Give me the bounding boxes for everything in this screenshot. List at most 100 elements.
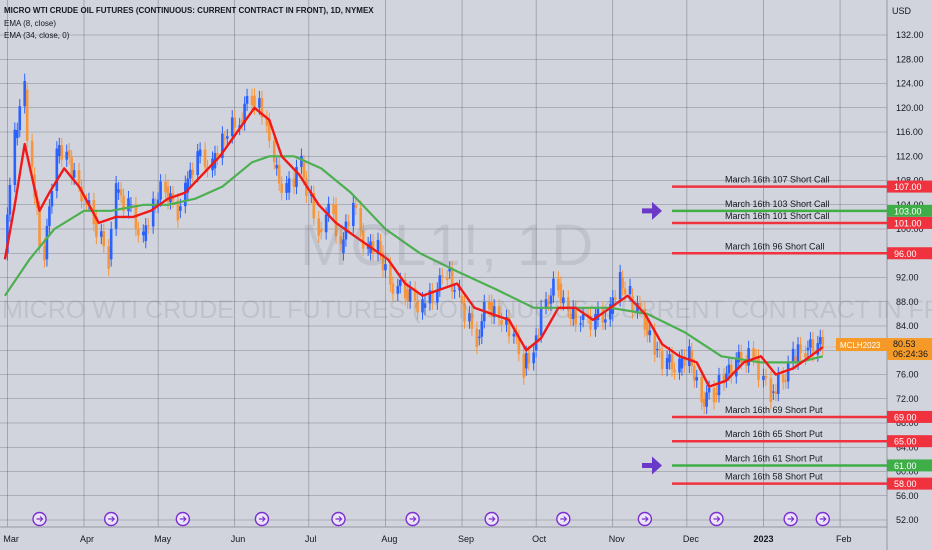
candle-body xyxy=(690,350,694,366)
candle-body xyxy=(6,214,9,254)
option-level-price-tag xyxy=(887,477,932,490)
candle-body xyxy=(253,95,256,108)
candle-body xyxy=(794,356,797,363)
candle-body xyxy=(581,314,585,320)
price-axis[interactable]: 132.00 128.00 124.00 120.00 116.00 112.00 108.… xyxy=(896,30,924,525)
event-markers[interactable] xyxy=(32,511,830,527)
candle-body xyxy=(601,308,605,323)
candle-body xyxy=(648,330,652,336)
candle-body xyxy=(23,80,27,107)
candle-body xyxy=(668,354,671,363)
candle-body xyxy=(408,288,412,302)
candle-body xyxy=(460,295,464,304)
candle-body xyxy=(334,204,338,237)
indicator-ema-slow-label[interactable]: EMA (34, close, 0) xyxy=(4,31,70,40)
candle-body xyxy=(302,162,306,179)
candle-body xyxy=(431,290,434,303)
candle-body xyxy=(734,359,738,377)
candle-body xyxy=(57,145,61,157)
candle-body xyxy=(818,337,822,345)
candle-body xyxy=(332,203,335,215)
candle-body xyxy=(258,98,261,108)
y-tick-label: 84.00 xyxy=(896,321,919,331)
event-arrow-glyph xyxy=(488,516,496,522)
ema-slow-line xyxy=(3,155,824,364)
candle-body xyxy=(646,319,649,336)
candle-body xyxy=(100,231,103,237)
candle-body xyxy=(450,268,454,292)
candle-body xyxy=(406,289,409,302)
x-tick-label: 2023 xyxy=(753,534,773,544)
option-level-price-text: 58.00 xyxy=(894,479,917,489)
candle-body xyxy=(670,354,674,370)
candle-body xyxy=(376,239,380,255)
candle-body xyxy=(574,307,577,325)
candle-body xyxy=(673,369,676,373)
currency-label: USD xyxy=(892,6,912,16)
y-tick-label: 112.00 xyxy=(896,151,923,161)
candle-body xyxy=(594,314,597,330)
indicator-ema-fast-label[interactable]: EMA (8, close) xyxy=(4,19,57,28)
candle-body xyxy=(300,155,303,167)
candle-body xyxy=(67,150,71,158)
chart-title: MICRO WTI CRUDE OIL FUTURES (CONTINUOUS:… xyxy=(4,6,374,15)
candle-body xyxy=(146,225,150,227)
option-level-label: March 16th 107 Short Call xyxy=(725,175,830,185)
candle-body xyxy=(188,169,192,179)
candle-body xyxy=(423,303,427,308)
candle-body xyxy=(233,117,237,128)
symbol-watermark: MCL1!, 1D xyxy=(300,213,596,278)
candle-body xyxy=(717,375,721,396)
candle-body xyxy=(725,373,728,381)
candle-body xyxy=(122,195,125,212)
candle-body xyxy=(478,336,481,339)
candle-body xyxy=(142,231,145,236)
candle-body xyxy=(48,206,51,226)
candle-body xyxy=(275,164,279,169)
candle-body xyxy=(352,202,355,227)
candle-body xyxy=(176,200,180,221)
option-level-price-text: 103.00 xyxy=(894,206,922,216)
candle-body xyxy=(245,96,249,104)
option-level-price-tag xyxy=(887,247,932,260)
candle-body xyxy=(500,319,503,325)
candle-body xyxy=(604,319,607,323)
candle-body xyxy=(216,153,219,158)
candle-body xyxy=(416,300,419,313)
candle-body xyxy=(796,344,800,363)
y-tick-label: 92.00 xyxy=(896,273,919,283)
candle-body xyxy=(764,375,768,379)
symbol-tag xyxy=(836,338,887,352)
candle-body xyxy=(613,297,617,300)
event-arrow-glyph xyxy=(787,516,795,522)
candle-body xyxy=(707,387,711,393)
candle-body xyxy=(438,275,442,290)
candle-body xyxy=(144,225,148,242)
candle-body xyxy=(359,207,363,231)
candle-body xyxy=(643,309,647,330)
x-tick-label: Nov xyxy=(609,534,626,544)
candle-body xyxy=(164,181,167,193)
candle-body xyxy=(490,301,493,317)
candle-body xyxy=(678,358,681,373)
candle-body xyxy=(38,207,41,246)
x-tick-label: Aug xyxy=(381,534,397,544)
candle-body xyxy=(557,278,560,291)
y-tick-label: 132.00 xyxy=(896,30,924,40)
candle-body xyxy=(421,299,424,313)
candle-body xyxy=(683,356,686,366)
time-axis[interactable]: Mar Apr May Jun Jul Aug Sep Oct Nov Dec 2023 Feb xyxy=(3,534,851,544)
option-level-label: March 16th 69 Short Put xyxy=(725,405,823,415)
candle-body xyxy=(559,283,563,304)
candle-body xyxy=(705,392,708,407)
candle-body xyxy=(277,164,281,184)
option-level-label: March 16th 65 Short Put xyxy=(725,429,823,439)
candle-body xyxy=(727,364,731,374)
option-level-label: March 16th 58 Short Put xyxy=(725,472,823,482)
y-tick-label: 128.00 xyxy=(896,54,924,64)
candle-body xyxy=(821,337,825,348)
candle-body xyxy=(55,148,59,191)
event-arrow-glyph xyxy=(108,516,116,522)
